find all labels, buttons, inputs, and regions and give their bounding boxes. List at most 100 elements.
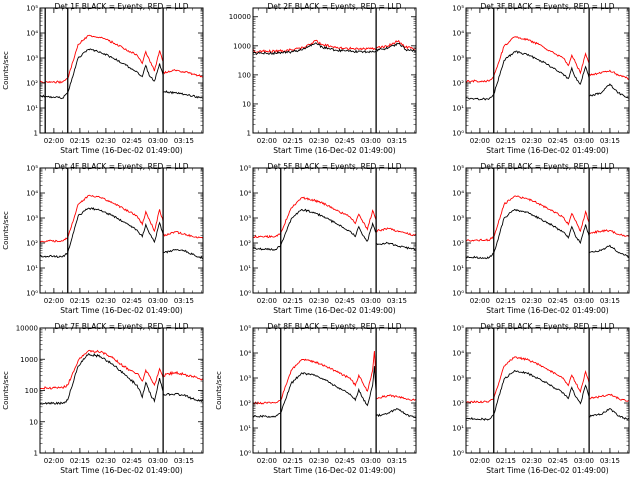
chart-title: Det 6F BLACK = Events, RED = LLD xyxy=(481,162,615,171)
plot-frame xyxy=(39,167,204,294)
chart-title: Det 5F BLACK = Events, RED = LLD xyxy=(268,162,402,171)
y-axis-label: Counts/sec xyxy=(2,51,10,90)
y-tick-label: 10⁵ xyxy=(26,165,38,173)
x-tick-label: 03:15 xyxy=(600,137,620,145)
y-tick-label: 10³ xyxy=(26,55,38,63)
y-tick-label: 10⁰ xyxy=(239,450,251,458)
y-tick-label: 10⁴ xyxy=(26,30,38,38)
lld-series-line xyxy=(40,349,203,390)
x-tick-label: 02:15 xyxy=(496,457,516,465)
x-tick-label: 03:15 xyxy=(174,137,194,145)
x-tick-label: 02:00 xyxy=(257,457,277,465)
y-tick-label: 10² xyxy=(452,400,464,408)
chart-title: Det 7F BLACK = Events, RED = LLD xyxy=(55,322,189,331)
y-tick-label: 10¹ xyxy=(452,105,464,113)
y-tick-label: 10⁰ xyxy=(239,290,251,298)
y-tick-label: 10¹ xyxy=(452,425,464,433)
chart-title: Det 9F BLACK = Events, RED = LLD xyxy=(481,322,615,331)
y-tick-label: 10³ xyxy=(239,215,251,223)
lld-series-line xyxy=(253,196,416,239)
events-series-line xyxy=(466,208,629,260)
y-tick-label: 10⁰ xyxy=(452,130,464,138)
x-tick-label: 03:00 xyxy=(574,297,594,305)
chart-svg: 10⁰ 10¹ 10² 10³ 10⁴ 10⁵ 02:00 02:15 02:30 02:45 03… xyxy=(452,322,630,475)
plot-frame xyxy=(39,7,204,134)
x-tick-label: 02:15 xyxy=(70,137,90,145)
x-tick-label: 02:45 xyxy=(548,297,568,305)
chart-svg: 1 10 100 1000 10000 02:00 02:15 02:30 02:45 03:00… xyxy=(229,2,417,155)
chart-title: Det 4F BLACK = Events, RED = LLD xyxy=(55,162,189,171)
x-tick-label: 02:15 xyxy=(283,297,303,305)
y-tick-label: 10 xyxy=(29,418,38,426)
y-tick-label: 1000 xyxy=(233,42,251,50)
x-tick-label: 03:00 xyxy=(148,297,168,305)
x-tick-label: 02:45 xyxy=(335,297,355,305)
detector-panel-3: 10⁰ 10¹ 10² 10³ 10⁴ 10⁵ 02:00 02:15 02:30 02:45 03… xyxy=(426,0,639,160)
detector-panel-2: 1 10 100 1000 10000 02:00 02:15 02:30 02:45 03:00… xyxy=(213,0,426,160)
detector-panel-9: 10⁰ 10¹ 10² 10³ 10⁴ 10⁵ 02:00 02:15 02:30 02:45 03… xyxy=(426,320,639,480)
x-tick-label: 02:00 xyxy=(44,137,64,145)
y-tick-label: 1 xyxy=(34,130,38,138)
x-tick-label: 03:00 xyxy=(361,137,381,145)
y-tick-label: 10¹ xyxy=(26,105,38,113)
x-tick-label: 02:00 xyxy=(257,137,277,145)
y-tick-label: 10² xyxy=(239,400,251,408)
y-axis-label: Counts/sec xyxy=(215,371,223,410)
y-tick-label: 10⁵ xyxy=(239,325,251,333)
chart-svg: 10⁰ 10¹ 10² 10³ 10⁴ 10⁵ 02:00 02:15 02:30 02:45 03… xyxy=(239,162,417,315)
y-tick-label: 100 xyxy=(238,71,251,79)
events-series-line xyxy=(253,42,416,56)
y-tick-label: 10 xyxy=(242,100,251,108)
detector-panel-6: 10⁰ 10¹ 10² 10³ 10⁴ 10⁵ 02:00 02:15 02:30 02:45 03… xyxy=(426,160,639,320)
y-tick-label: 1 xyxy=(247,130,251,138)
y-tick-label: 10² xyxy=(26,240,38,248)
y-tick-label: 1000 xyxy=(20,356,38,364)
chart-svg: 10⁰ 10¹ 10² 10³ 10⁴ 10⁵ 02:00 02:15 02:30 02:45 03… xyxy=(452,2,630,155)
y-tick-label: 10¹ xyxy=(452,265,464,273)
lld-series-line xyxy=(253,350,416,405)
y-tick-label: 100 xyxy=(25,387,38,395)
chart-svg: 10⁰ 10¹ 10² 10³ 10⁴ 10⁵ 02:00 02:15 02:30 02:45 03… xyxy=(2,162,204,315)
x-tick-label: 03:00 xyxy=(361,297,381,305)
x-tick-label: 02:45 xyxy=(335,457,355,465)
x-tick-label: 02:30 xyxy=(309,457,329,465)
events-series-line xyxy=(253,366,416,419)
x-tick-label: 02:30 xyxy=(309,297,329,305)
plot-frame xyxy=(465,167,630,294)
y-tick-label: 10000 xyxy=(229,13,251,21)
x-axis-label: Start Time (16-Dec-02 01:49:00) xyxy=(486,306,608,315)
chart-svg: 1 10 100 1000 10000 02:00 02:15 02:30 02:45 03:00… xyxy=(2,322,204,475)
lld-series-line xyxy=(466,356,629,404)
y-tick-label: 10² xyxy=(239,240,251,248)
y-tick-label: 10⁵ xyxy=(452,165,464,173)
x-tick-label: 02:15 xyxy=(283,137,303,145)
y-tick-label: 10¹ xyxy=(239,425,251,433)
events-series-line xyxy=(253,208,416,252)
events-series-line xyxy=(40,48,203,100)
chart-title: Det 1F BLACK = Events, RED = LLD xyxy=(55,2,189,11)
y-tick-label: 10⁴ xyxy=(239,190,251,198)
x-tick-label: 02:00 xyxy=(44,457,64,465)
chart-title: Det 2F BLACK = Events, RED = LLD xyxy=(268,2,402,11)
y-tick-label: 10⁵ xyxy=(26,5,38,13)
y-tick-label: 10⁴ xyxy=(452,350,464,358)
y-tick-label: 10⁵ xyxy=(452,325,464,333)
y-tick-label: 10³ xyxy=(26,215,38,223)
x-tick-label: 03:15 xyxy=(174,457,194,465)
x-tick-label: 02:30 xyxy=(96,297,116,305)
y-tick-label: 10³ xyxy=(452,55,464,63)
y-tick-label: 10² xyxy=(452,80,464,88)
x-tick-label: 02:30 xyxy=(309,137,329,145)
x-tick-label: 02:00 xyxy=(44,297,64,305)
y-tick-label: 10⁴ xyxy=(239,350,251,358)
y-tick-label: 10⁴ xyxy=(452,190,464,198)
x-tick-label: 02:15 xyxy=(70,457,90,465)
y-tick-label: 10000 xyxy=(16,325,38,333)
events-series-line xyxy=(466,369,629,421)
plot-frame xyxy=(252,167,417,294)
x-tick-label: 03:15 xyxy=(387,457,407,465)
y-tick-label: 10⁴ xyxy=(452,30,464,38)
y-tick-label: 10⁰ xyxy=(452,450,464,458)
x-tick-label: 02:15 xyxy=(496,137,516,145)
x-tick-label: 02:15 xyxy=(283,457,303,465)
